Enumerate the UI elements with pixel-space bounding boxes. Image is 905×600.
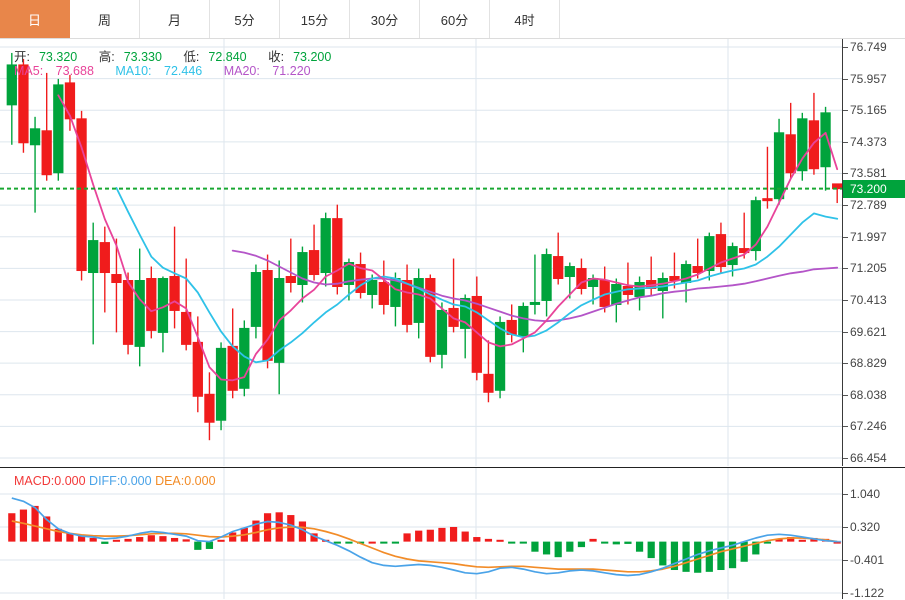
candlestick-plot <box>0 39 842 466</box>
tab-4[interactable]: 15分 <box>280 0 350 38</box>
tab-2[interactable]: 月 <box>140 0 210 38</box>
tab-0[interactable]: 日 <box>0 0 70 38</box>
period-tabbar: 日周月 5分 15分 30分 60分 4时 <box>0 0 905 39</box>
tab-5[interactable]: 30分 <box>350 0 420 38</box>
macd-axis: 1.040 0.320 -0.401 -1.122 <box>843 467 905 600</box>
price-tick-8: 70.413 <box>843 293 887 307</box>
chart-frame: 开: 73.320 高: 73.330 低: 72.840 收: 73.200 MA5:… <box>0 39 905 600</box>
price-tick-9: 69.621 <box>843 325 887 339</box>
macd-tick-3: -1.122 <box>843 586 884 600</box>
macd-panel[interactable]: MACD:0.000 DIFF:0.000 DEA:0.000 <box>0 467 843 599</box>
price-tick-5: 72.789 <box>843 198 887 212</box>
tab-3[interactable]: 5分 <box>210 0 280 38</box>
price-tick-6: 71.997 <box>843 230 887 244</box>
price-tick-4: 73.581 <box>843 166 887 180</box>
price-tick-12: 67.246 <box>843 419 887 433</box>
price-tick-3: 74.373 <box>843 135 887 149</box>
price-tick-2: 75.165 <box>843 103 887 117</box>
macd-plot <box>0 468 842 599</box>
price-tick-7: 71.205 <box>843 261 887 275</box>
tab-6[interactable]: 60分 <box>420 0 490 38</box>
tab-1[interactable]: 周 <box>70 0 140 38</box>
macd-tick-2: -0.401 <box>843 553 884 567</box>
price-tick-13: 66.454 <box>843 451 887 465</box>
price-tick-1: 75.957 <box>843 72 887 86</box>
tab-7[interactable]: 4时 <box>490 0 560 38</box>
price-axis: 76.749 75.957 75.165 74.373 73.581 72.789 71.9… <box>843 39 905 466</box>
price-tick-0: 76.749 <box>843 40 887 54</box>
tabbar-filler <box>560 0 905 38</box>
price-tick-11: 68.038 <box>843 388 887 402</box>
price-panel[interactable]: 开: 73.320 高: 73.330 低: 72.840 收: 73.200 MA5:… <box>0 39 843 466</box>
current-price-badge: 73.200 <box>843 179 905 198</box>
price-tick-10: 68.829 <box>843 356 887 370</box>
macd-tick-1: 0.320 <box>843 520 880 534</box>
macd-tick-0: 1.040 <box>843 487 880 501</box>
